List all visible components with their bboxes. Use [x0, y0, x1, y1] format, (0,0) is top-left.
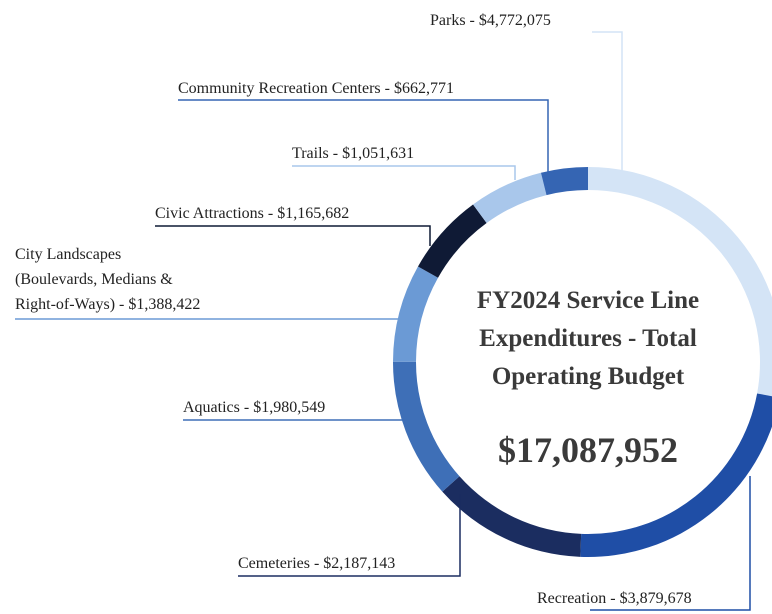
segment-label: Community Recreation Centers - $662,771 — [178, 80, 454, 97]
donut-segment — [580, 393, 772, 557]
leader-line — [178, 99, 549, 172]
center-title: FY2024 Service Line Expenditures - Total… — [476, 287, 700, 390]
leader-line — [155, 225, 431, 246]
segment-label: City Landscapes (Boulevards, Medians & R… — [15, 246, 201, 313]
segment-label: Civic Attractions - $1,165,682 — [155, 205, 350, 222]
donut-segment — [393, 361, 460, 492]
donut-segment — [540, 167, 588, 196]
donut-segment — [417, 204, 487, 278]
segment-label: Aquatics - $1,980,549 — [183, 399, 326, 416]
segment-label: Recreation - $3,879,678 — [537, 590, 692, 607]
segment-label: Cemeteries - $2,187,143 — [238, 555, 396, 572]
segment-label: Parks - $4,772,075 — [430, 12, 551, 29]
leader-line — [238, 494, 461, 577]
segment-label: Trails - $1,051,631 — [292, 145, 415, 162]
donut-segment — [588, 167, 772, 397]
leader-line — [592, 31, 623, 172]
donut-segment — [442, 476, 582, 557]
leader-line — [292, 165, 516, 180]
center-total: $17,087,952 — [498, 430, 678, 470]
leader-line — [590, 476, 751, 611]
donut-segment — [393, 266, 439, 362]
donut-segment — [473, 172, 547, 224]
